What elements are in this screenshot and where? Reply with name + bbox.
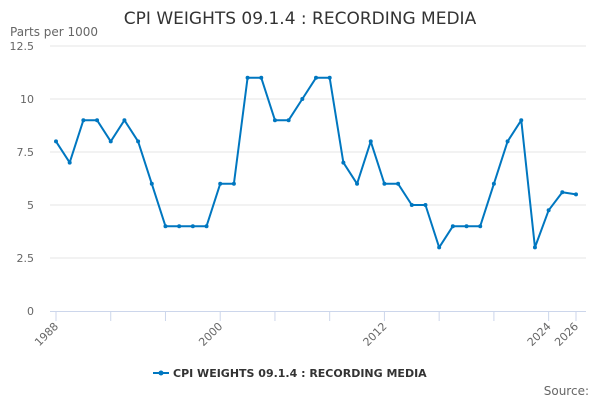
data-point bbox=[204, 224, 209, 229]
data-point bbox=[81, 118, 86, 123]
legend-label: CPI WEIGHTS 09.1.4 : RECORDING MEDIA bbox=[173, 367, 427, 380]
data-point bbox=[177, 224, 182, 229]
data-point bbox=[163, 224, 168, 229]
data-point bbox=[355, 181, 360, 186]
y-tick-label: 7.5 bbox=[17, 146, 35, 159]
data-point bbox=[341, 160, 346, 165]
y-tick-label: 0 bbox=[27, 305, 34, 318]
y-tick-label: 12.5 bbox=[10, 40, 35, 53]
data-point bbox=[245, 75, 250, 80]
data-point bbox=[136, 139, 141, 144]
data-point bbox=[95, 118, 100, 123]
x-tick-label: 1988 bbox=[32, 320, 61, 349]
y-axis-label: Parts per 1000 bbox=[10, 25, 98, 39]
data-point bbox=[519, 118, 524, 123]
data-point bbox=[437, 245, 442, 250]
data-point bbox=[54, 139, 58, 144]
legend[interactable]: CPI WEIGHTS 09.1.4 : RECORDING MEDIA bbox=[153, 367, 427, 380]
y-tick-label: 2.5 bbox=[17, 252, 35, 265]
x-tick-label: 2012 bbox=[361, 320, 390, 349]
data-point bbox=[574, 192, 578, 197]
data-point bbox=[409, 203, 414, 207]
data-point bbox=[67, 160, 72, 165]
x-tick-label: 2024 bbox=[525, 320, 554, 349]
legend-marker-icon bbox=[158, 370, 164, 376]
data-point bbox=[108, 139, 113, 144]
data-point bbox=[423, 203, 428, 207]
data-point bbox=[190, 224, 195, 229]
data-point bbox=[122, 118, 127, 123]
source-label: Source: bbox=[544, 384, 589, 398]
data-point bbox=[218, 181, 223, 186]
data-point bbox=[450, 224, 455, 229]
y-tick-label: 5 bbox=[27, 199, 34, 212]
data-point bbox=[300, 97, 305, 101]
x-tick-label: 2026 bbox=[552, 320, 581, 349]
data-point bbox=[546, 208, 551, 213]
data-point bbox=[149, 181, 154, 186]
data-point bbox=[505, 139, 510, 144]
data-point bbox=[491, 181, 496, 186]
data-point bbox=[382, 181, 387, 186]
data-point bbox=[231, 181, 236, 186]
data-point bbox=[396, 181, 401, 186]
data-point bbox=[368, 139, 373, 144]
chart-title: CPI WEIGHTS 09.1.4 : RECORDING MEDIA bbox=[124, 9, 477, 29]
series-line bbox=[55, 76, 577, 249]
data-point bbox=[464, 224, 469, 229]
data-point bbox=[478, 224, 483, 229]
data-point bbox=[532, 245, 537, 250]
data-point bbox=[327, 75, 332, 80]
y-tick-label: 10 bbox=[20, 93, 34, 106]
x-tick-label: 2000 bbox=[196, 320, 225, 349]
data-point bbox=[314, 75, 318, 80]
data-point bbox=[560, 190, 565, 195]
data-point bbox=[259, 75, 264, 80]
data-point bbox=[286, 118, 291, 123]
data-point bbox=[272, 118, 277, 123]
